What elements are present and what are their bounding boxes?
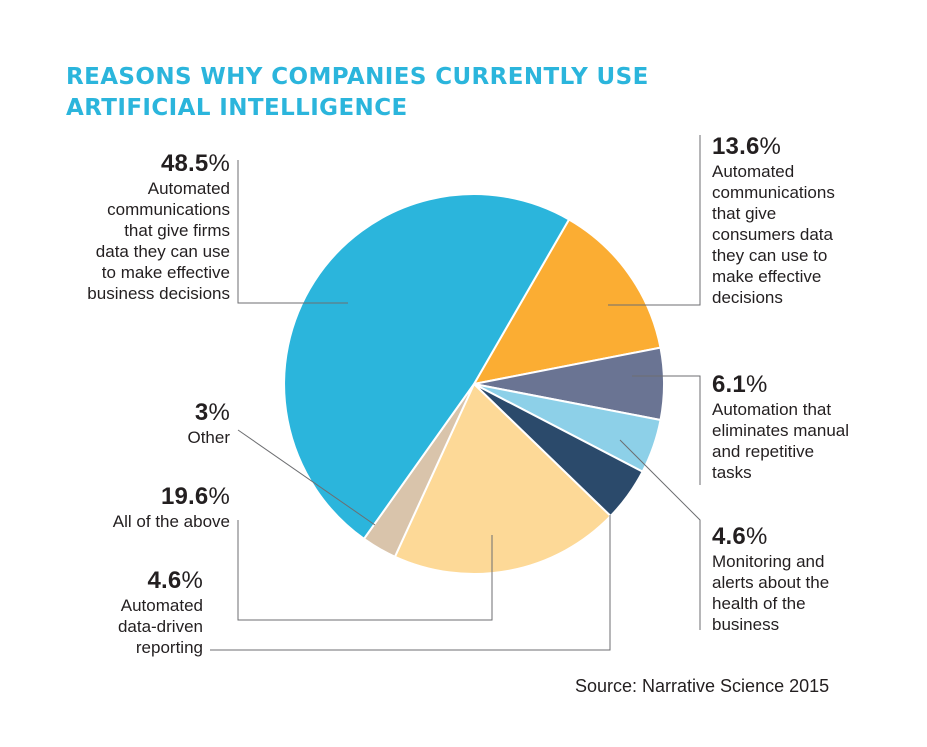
pct-value: 6.1 [712,371,746,398]
label-automation-manual: 6.1% Automation that eliminates manual a… [712,371,850,482]
slice-description: Automated data-driven reporting [117,596,203,657]
chart-title-line-2: ARTIFICIAL INTELLIGENCE [66,95,408,121]
pct-value: 4.6 [147,567,182,594]
leader-line-other [237,429,376,526]
label-monitoring-alerts: 4.6% Monitoring and alerts about the hea… [712,523,830,634]
source-note: Source: Narrative Science 2015 [575,676,830,696]
slice-description: All of the above [112,512,230,531]
leader-line-automated-consumers [608,135,701,306]
label-all-of-the-above: 19.6% All of the above [112,483,230,531]
label-other: 3% Other [187,399,230,447]
slice-description: Monitoring and alerts about the health o… [712,552,830,634]
label-automated-firms: 48.5% Automated communications that give… [87,150,230,303]
leader-line-automation-manual [632,375,701,485]
leader-line-all-of-the-above [237,520,493,621]
pct-value: 48.5 [160,150,209,177]
leader-line-monitoring-alerts [619,439,701,630]
pie-slice-0 [472,218,662,386]
leader-lines [210,135,701,651]
pie-slices [283,193,665,575]
pct-value: 3 [194,399,209,426]
slice-description: Automated communications that give firms… [87,179,230,303]
label-automated-consumers: 13.6% Automated communications that give… [712,133,835,307]
chart-title-line-1: REASONS WHY COMPANIES CURRENTLY USE [66,64,649,90]
leader-line-data-driven-reporting [210,515,611,651]
label-data-driven-reporting: 4.6% Automated data-driven reporting [117,567,203,657]
slice-description: Automated communications that give consu… [712,162,835,307]
pct-value: 19.6 [160,483,209,510]
pie-slice-4 [393,382,612,575]
slice-description: Automation that eliminates manual and re… [712,400,850,482]
pct-value: 4.6 [712,523,746,550]
chart-title: REASONS WHY COMPANIES CURRENTLY USE ARTI… [66,62,649,124]
pct-value: 13.6 [712,133,760,160]
leader-line-automated-firms [237,160,348,304]
slice-description: Other [187,428,230,447]
